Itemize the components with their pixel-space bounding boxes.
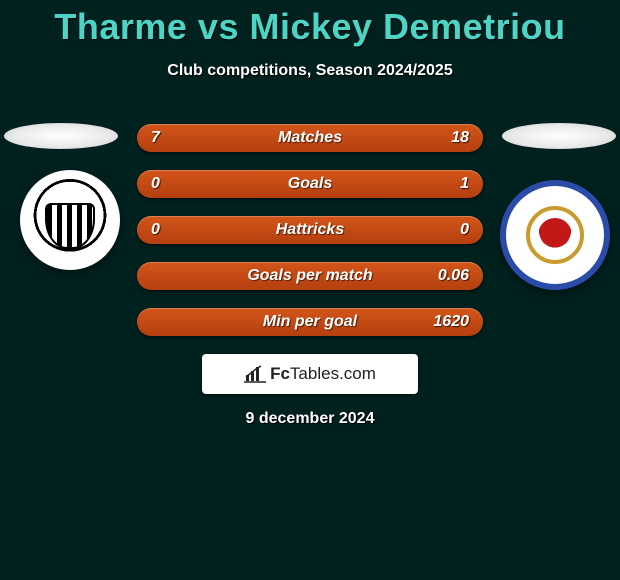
stat-row: Goals per match0.06 bbox=[137, 262, 483, 290]
stat-label: Hattricks bbox=[191, 221, 429, 239]
bar-chart-icon bbox=[244, 365, 266, 383]
stat-row: Min per goal1620 bbox=[137, 308, 483, 336]
stat-row: 7Matches18 bbox=[137, 124, 483, 152]
stat-value-right: 18 bbox=[429, 129, 469, 147]
stat-value-left: 0 bbox=[151, 221, 191, 239]
crest-right-inner bbox=[526, 206, 584, 264]
brand-suffix: Tables.com bbox=[290, 364, 376, 383]
stat-label: Min per goal bbox=[191, 313, 429, 331]
stat-value-left: 7 bbox=[151, 129, 191, 147]
stat-value-left: 0 bbox=[151, 175, 191, 193]
lion-icon bbox=[538, 218, 572, 252]
brand-prefix: Fc bbox=[270, 364, 290, 383]
stat-row: 0Hattricks0 bbox=[137, 216, 483, 244]
stat-row: 0Goals1 bbox=[137, 170, 483, 198]
stat-value-right: 0 bbox=[429, 221, 469, 239]
brand-badge[interactable]: FcTables.com bbox=[202, 354, 418, 394]
subtitle: Club competitions, Season 2024/2025 bbox=[0, 62, 620, 80]
stat-value-right: 1 bbox=[429, 175, 469, 193]
stat-value-right: 0.06 bbox=[429, 267, 469, 285]
stat-label: Matches bbox=[191, 129, 429, 147]
club-crest-left bbox=[20, 170, 120, 270]
crest-left-shield-icon bbox=[45, 203, 95, 249]
stats-panel: 7Matches180Goals10Hattricks0Goals per ma… bbox=[137, 124, 483, 354]
stat-label: Goals per match bbox=[191, 267, 429, 285]
stat-value-right: 1620 bbox=[429, 313, 469, 331]
club-crest-right bbox=[500, 180, 610, 290]
stat-label: Goals bbox=[191, 175, 429, 193]
player-shadow-left bbox=[4, 123, 118, 149]
player-shadow-right bbox=[502, 123, 616, 149]
page-title: Tharme vs Mickey Demetriou bbox=[0, 0, 620, 48]
date-label: 9 december 2024 bbox=[0, 410, 620, 428]
brand-text: FcTables.com bbox=[270, 364, 376, 384]
